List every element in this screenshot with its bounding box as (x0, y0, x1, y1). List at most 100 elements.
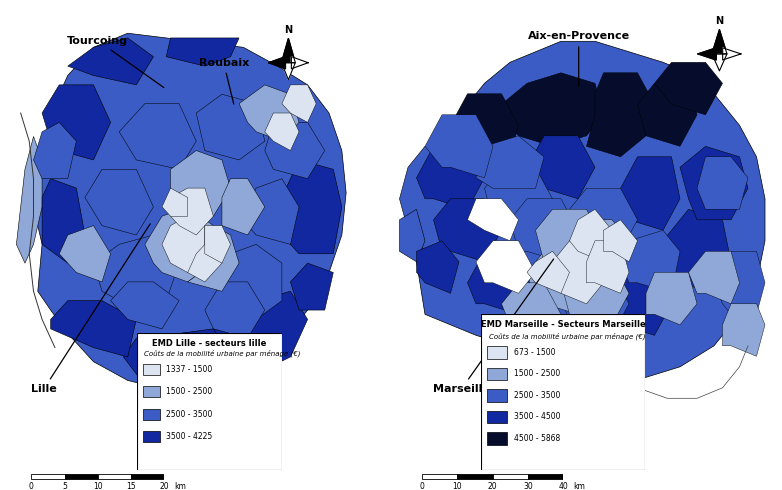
Polygon shape (527, 251, 595, 314)
Text: N: N (285, 25, 292, 35)
Polygon shape (265, 122, 325, 179)
Text: 1500 - 2500: 1500 - 2500 (514, 369, 560, 378)
Polygon shape (196, 94, 265, 160)
Polygon shape (282, 85, 316, 122)
Text: 20: 20 (488, 482, 497, 490)
Polygon shape (282, 63, 296, 80)
Polygon shape (34, 122, 77, 179)
Polygon shape (292, 57, 308, 69)
Text: 10: 10 (93, 482, 102, 490)
Polygon shape (85, 170, 153, 235)
Text: EMD Lille - secteurs lille: EMD Lille - secteurs lille (152, 339, 267, 348)
Polygon shape (170, 150, 231, 216)
Polygon shape (417, 147, 485, 209)
Polygon shape (714, 251, 765, 314)
Polygon shape (222, 245, 282, 319)
Text: Coûts de la mobilité urbaine par ménage (€): Coûts de la mobilité urbaine par ménage … (490, 332, 646, 340)
Bar (487, 411, 508, 423)
Polygon shape (222, 179, 265, 235)
Text: Marseille: Marseille (433, 259, 554, 394)
Polygon shape (663, 209, 731, 294)
Bar (131, 474, 164, 479)
Text: 20: 20 (160, 482, 169, 490)
Polygon shape (162, 216, 205, 272)
Text: 1337 - 1500: 1337 - 1500 (166, 365, 212, 374)
FancyBboxPatch shape (137, 333, 282, 470)
Bar (457, 474, 493, 479)
Bar (422, 474, 457, 479)
Polygon shape (290, 263, 333, 310)
Polygon shape (620, 230, 680, 294)
Polygon shape (269, 57, 285, 69)
Polygon shape (604, 220, 637, 262)
Polygon shape (527, 251, 569, 294)
Polygon shape (400, 209, 425, 262)
Polygon shape (51, 301, 136, 357)
Polygon shape (417, 241, 459, 294)
Text: Lille: Lille (31, 224, 150, 394)
Polygon shape (553, 241, 604, 304)
Text: Tourcoing: Tourcoing (67, 36, 164, 88)
Text: 15: 15 (126, 482, 136, 490)
Polygon shape (162, 329, 231, 385)
Polygon shape (620, 157, 680, 230)
Text: 10: 10 (453, 482, 462, 490)
Text: 40: 40 (558, 482, 568, 490)
Polygon shape (239, 85, 299, 141)
Polygon shape (680, 147, 748, 220)
Polygon shape (265, 113, 299, 150)
Polygon shape (688, 251, 740, 304)
Polygon shape (167, 38, 239, 66)
Text: 2500 - 3500: 2500 - 3500 (166, 410, 212, 418)
Polygon shape (59, 225, 110, 282)
Polygon shape (501, 283, 561, 335)
Polygon shape (501, 73, 604, 147)
Text: 1500 - 2500: 1500 - 2500 (166, 387, 212, 396)
Text: 0: 0 (29, 482, 34, 490)
Polygon shape (637, 83, 697, 147)
Polygon shape (68, 38, 153, 85)
Polygon shape (536, 209, 604, 272)
Text: km: km (174, 482, 186, 490)
Bar (142, 364, 160, 375)
Polygon shape (425, 115, 493, 178)
Polygon shape (527, 136, 595, 199)
Polygon shape (34, 33, 346, 390)
Polygon shape (712, 29, 727, 54)
Polygon shape (239, 291, 307, 376)
Polygon shape (450, 94, 518, 157)
Bar (528, 474, 563, 479)
Text: Roubaix: Roubaix (199, 58, 249, 104)
Polygon shape (697, 157, 748, 209)
Polygon shape (433, 199, 501, 262)
Text: 673 - 1500: 673 - 1500 (514, 348, 555, 357)
Polygon shape (476, 136, 544, 188)
Bar (31, 474, 65, 479)
Polygon shape (561, 272, 629, 335)
Polygon shape (412, 41, 765, 377)
Polygon shape (723, 304, 765, 356)
Polygon shape (124, 329, 252, 390)
Polygon shape (42, 179, 85, 263)
Polygon shape (646, 272, 697, 325)
Polygon shape (485, 167, 553, 230)
Polygon shape (655, 62, 723, 115)
Polygon shape (698, 48, 716, 60)
Text: 5: 5 (62, 482, 67, 490)
Polygon shape (205, 282, 265, 338)
Polygon shape (561, 262, 629, 325)
Polygon shape (569, 220, 629, 272)
Bar (142, 431, 160, 442)
Polygon shape (94, 235, 179, 310)
Bar (487, 368, 508, 380)
Text: km: km (574, 482, 586, 490)
Polygon shape (586, 73, 655, 157)
Bar (493, 474, 528, 479)
Polygon shape (110, 282, 179, 329)
Polygon shape (604, 272, 672, 335)
Polygon shape (42, 85, 110, 160)
Text: 4500 - 5868: 4500 - 5868 (514, 434, 560, 443)
Polygon shape (239, 179, 299, 245)
Polygon shape (119, 103, 196, 170)
Polygon shape (188, 235, 222, 282)
